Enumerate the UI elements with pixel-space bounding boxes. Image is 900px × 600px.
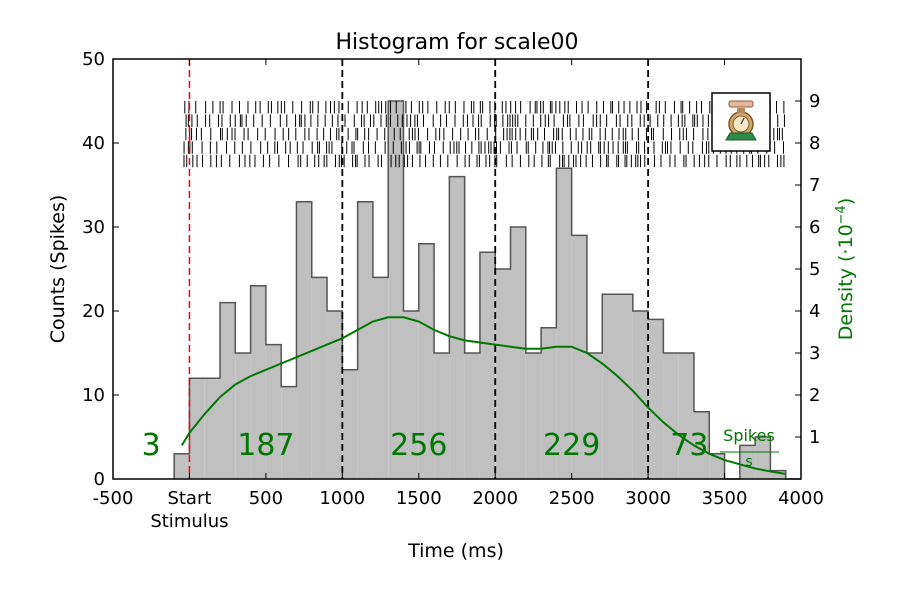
- histogram-bar: [648, 319, 664, 479]
- y2-tick-label: 3: [809, 343, 820, 364]
- histogram-bar: [357, 201, 373, 480]
- x-axis: -500 Start 500 1000 1500 2000 2500 3000 3500 4000…: [93, 59, 824, 532]
- y2-tick-label: 9: [809, 91, 820, 112]
- y-tick-label: 0: [94, 469, 105, 490]
- unit-label: Spikes s: [720, 426, 779, 470]
- x-axis-label: Time (ms): [407, 540, 504, 562]
- histogram-bar: [250, 285, 266, 479]
- density-curve: [180, 316, 786, 475]
- y2-tick-label: 5: [809, 259, 820, 280]
- histogram-bar: [571, 235, 587, 479]
- histogram-bar: [693, 411, 710, 479]
- histogram-bar: [327, 311, 343, 479]
- x-tick-label: 1000: [319, 488, 365, 509]
- histogram-bar: [770, 470, 786, 479]
- histogram-bar: [510, 227, 526, 479]
- histogram-bar: [174, 453, 190, 479]
- histogram-bar: [602, 294, 618, 479]
- segment-count-labels: 3 187 256 229 73: [142, 428, 709, 463]
- histogram-bar: [739, 445, 756, 479]
- histogram-bar: [617, 294, 633, 479]
- segment-count-label: 256: [390, 428, 447, 463]
- segment-boundaries: [188, 59, 650, 479]
- x-tick-label: 1500: [396, 488, 442, 509]
- x-tick-label: 3000: [625, 488, 671, 509]
- histogram-bar: [372, 277, 389, 479]
- y2-axis: 1 2 3 4 5 6 7 8 9: [795, 91, 820, 448]
- y-tick-label: 30: [82, 217, 105, 238]
- histogram-bar: [709, 453, 725, 479]
- segment-count-label: 3: [142, 428, 161, 463]
- histogram-bar: [632, 311, 649, 479]
- histogram-bar: [265, 344, 282, 479]
- histogram-bar: [189, 378, 205, 479]
- segment-count-label: 229: [543, 428, 600, 463]
- histogram-bars: [173, 100, 801, 480]
- y2-tick-label: 8: [809, 133, 820, 154]
- x-tick-label: -500: [93, 488, 134, 509]
- histogram-bar: [495, 269, 511, 479]
- histogram-bar: [449, 176, 465, 479]
- y2-tick-label: 1: [809, 427, 820, 448]
- x-tick-label: 2000: [472, 488, 518, 509]
- x-tick-label: 2500: [549, 488, 595, 509]
- histogram-bar: [479, 252, 496, 479]
- histogram-bar: [296, 201, 312, 480]
- scale-icon: [725, 100, 757, 141]
- x-tick-label: Start: [167, 488, 211, 509]
- segment-count-label: 187: [237, 428, 294, 463]
- histogram-bar: [434, 353, 450, 479]
- histogram-bar: [541, 327, 557, 479]
- histogram-bar: [418, 243, 435, 479]
- segment-count-label: 73: [670, 428, 708, 463]
- histogram-bar: [678, 353, 694, 479]
- y2-tick-label: 6: [809, 217, 820, 238]
- histogram-bar: [556, 168, 572, 479]
- y2-axis-label: Density (·10−4): [834, 198, 857, 341]
- histogram-bar: [464, 353, 480, 479]
- histogram-bar: [525, 353, 542, 479]
- unit-label-denominator: s: [745, 454, 752, 470]
- histogram-outline: [173, 100, 801, 480]
- legend-scale-icon: [711, 92, 771, 152]
- histogram-bar: [663, 353, 679, 479]
- y-tick-label: 40: [82, 133, 105, 154]
- x-tick-label: 3500: [702, 488, 748, 509]
- y-tick-label: 10: [82, 385, 105, 406]
- histogram-bar: [403, 311, 419, 479]
- histogram-bar: [342, 369, 358, 479]
- chart-title: Histogram for scale00: [335, 30, 578, 55]
- y-axis: 0 10 20 30 40 50: [82, 49, 119, 490]
- x-tick-label: 500: [249, 488, 283, 509]
- histogram-bar: [235, 353, 251, 479]
- spike-raster: [183, 101, 785, 168]
- x-tick-label: 4000: [778, 488, 824, 509]
- unit-label-numerator: Spikes: [723, 426, 775, 445]
- y2-tick-label: 4: [809, 301, 820, 322]
- y-tick-label: 20: [82, 301, 105, 322]
- histogram-bar: [311, 277, 328, 479]
- y2-tick-label: 2: [809, 385, 820, 406]
- histogram-bar: [388, 101, 404, 479]
- y-tick-label: 50: [82, 49, 105, 70]
- x-tick-sublabel: Stimulus: [150, 511, 228, 532]
- histogram-bar: [281, 386, 297, 479]
- y2-tick-label: 7: [809, 175, 820, 196]
- y-axis-label: Counts (Spikes): [47, 195, 69, 344]
- histogram-bar: [586, 353, 603, 479]
- histogram-bar: [204, 378, 221, 479]
